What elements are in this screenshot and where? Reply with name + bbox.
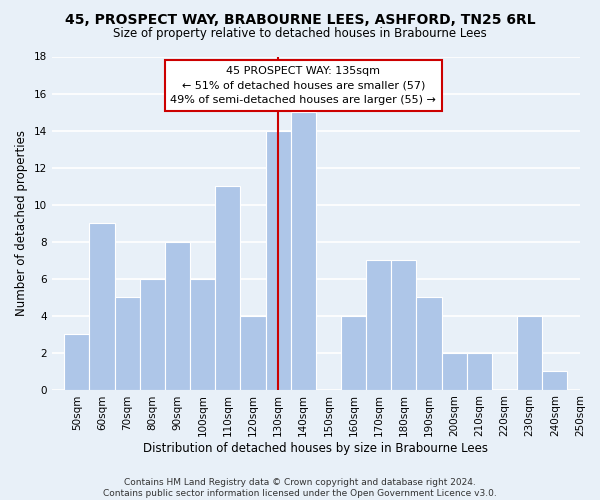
Bar (89, 223, 115, 390)
Bar (416, 297, 442, 390)
Bar (165, 242, 190, 390)
Bar (266, 130, 290, 390)
X-axis label: Distribution of detached houses by size in Brabourne Lees: Distribution of detached houses by size … (143, 442, 488, 455)
Bar (115, 297, 140, 390)
Bar (64, 334, 89, 390)
Text: 45, PROSPECT WAY, BRABOURNE LEES, ASHFORD, TN25 6RL: 45, PROSPECT WAY, BRABOURNE LEES, ASHFOR… (65, 12, 535, 26)
Bar (140, 278, 165, 390)
Text: Size of property relative to detached houses in Brabourne Lees: Size of property relative to detached ho… (113, 28, 487, 40)
Bar (290, 112, 316, 390)
Bar (391, 260, 416, 390)
Bar (442, 352, 467, 390)
Bar (341, 316, 366, 390)
Text: 45 PROSPECT WAY: 135sqm
← 51% of detached houses are smaller (57)
49% of semi-de: 45 PROSPECT WAY: 135sqm ← 51% of detache… (170, 66, 436, 106)
Text: Contains HM Land Registry data © Crown copyright and database right 2024.
Contai: Contains HM Land Registry data © Crown c… (103, 478, 497, 498)
Bar (542, 371, 568, 390)
Y-axis label: Number of detached properties: Number of detached properties (15, 130, 28, 316)
Bar (241, 316, 266, 390)
Bar (517, 316, 542, 390)
Bar (190, 278, 215, 390)
Bar (215, 186, 241, 390)
Bar (467, 352, 492, 390)
Bar (366, 260, 391, 390)
